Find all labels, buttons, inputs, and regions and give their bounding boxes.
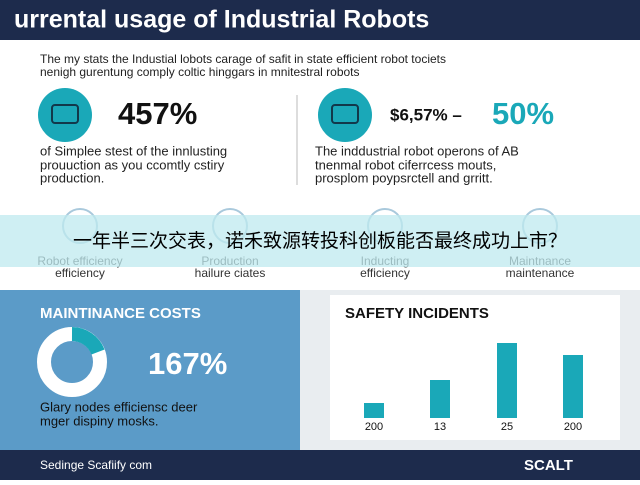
bar-labels: 200 13 25 200 — [365, 421, 582, 433]
bar — [563, 355, 583, 418]
intro-line: The my stats the Industial lobots carage… — [40, 52, 446, 66]
footer-logo: SCALT — [524, 457, 573, 474]
stat-text: The inddustrial robot operons of AB — [315, 143, 519, 158]
title: urrental usage of Industrial Robots — [14, 6, 429, 34]
footer-band — [0, 450, 640, 480]
stat-text: prouuction as you ccomtly cstiry — [40, 157, 225, 172]
bar-label: 25 — [501, 421, 513, 433]
bar — [430, 380, 450, 418]
icon — [318, 88, 372, 142]
bar — [497, 343, 517, 418]
feature-label: efficiency — [55, 266, 105, 280]
stat-highlight: 50% — [492, 96, 554, 131]
stat-value: $6,57% – — [390, 105, 462, 124]
feature-label: efficiency — [360, 266, 410, 280]
stat-text: production. — [40, 170, 104, 185]
stat-value: 457% — [118, 96, 197, 131]
bar-label: 200 — [365, 421, 383, 433]
caption: 一年半三次交表，诺禾致源转投科创板能否最终成功上市？ — [73, 230, 567, 252]
icon-glyph — [51, 104, 79, 124]
panel-title: MAINTINANCE COSTS — [40, 305, 201, 322]
donut-segment — [71, 327, 105, 355]
icon-glyph — [331, 104, 359, 124]
stat-text: prosplom poypsrctell and grritt. — [315, 170, 493, 185]
footer-text: Sedinge Scafiify com — [40, 458, 152, 472]
panel-title: SAFETY INCIDENTS — [345, 305, 489, 322]
feature-label: maintenance — [506, 266, 575, 280]
feature-label: hailure ciates — [195, 266, 266, 280]
header-band — [0, 0, 640, 40]
panel-text: Glary nodes efficiensc deer — [40, 399, 198, 414]
stat-text: of Simplee stest of the innlusting — [40, 143, 227, 158]
icon — [38, 88, 92, 142]
panel-value: 167% — [148, 346, 227, 381]
bar-label: 200 — [564, 421, 582, 433]
intro-line: nenigh gurentung comply coltic hinggars … — [40, 65, 360, 79]
panel-text: mger dispiny mosks. — [40, 413, 158, 428]
bar — [364, 403, 384, 418]
stat-text: tnenmal robot ciferrcess mouts, — [315, 157, 496, 172]
caption-band — [0, 215, 640, 267]
bar-label: 13 — [434, 421, 446, 433]
